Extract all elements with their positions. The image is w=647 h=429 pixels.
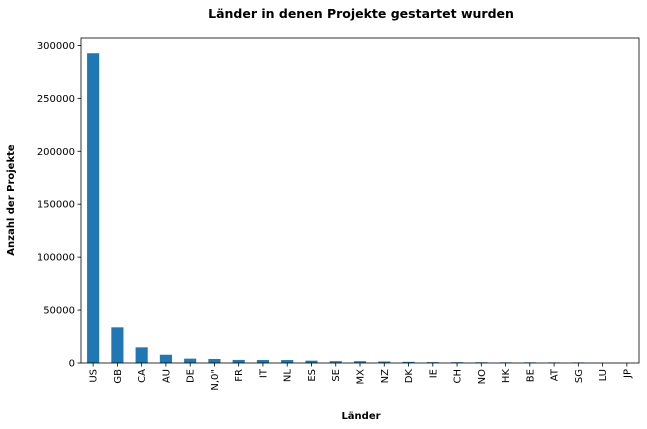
- y-tick-label-2: 100000: [37, 253, 75, 264]
- y-tick-label-1: 50000: [43, 306, 75, 317]
- x-tick-label-14: IE: [428, 369, 439, 378]
- x-tick-label-4: DE: [186, 369, 197, 383]
- bar-2: [135, 347, 148, 363]
- x-tick-label-1: GB: [113, 369, 124, 384]
- chart-title: Länder in denen Projekte gestartet wurde…: [208, 6, 514, 21]
- x-tick-label-21: LU: [598, 369, 609, 381]
- y-tick-label-0: 0: [69, 359, 75, 370]
- bar-0: [87, 53, 100, 364]
- x-tick-label-12: NZ: [380, 369, 391, 383]
- y-tick-label-3: 150000: [37, 200, 75, 211]
- x-tick-label-7: IT: [258, 368, 269, 378]
- bar-7: [256, 360, 270, 363]
- x-tick-label-13: DK: [404, 369, 415, 384]
- x-tick-label-6: FR: [234, 369, 245, 382]
- x-tick-label-5: N,0": [210, 369, 221, 391]
- plot-area-frame: [80, 37, 640, 364]
- y-tick-label-5: 250000: [37, 94, 75, 105]
- y-tick-label-6: 300000: [37, 41, 75, 52]
- bar-5: [208, 358, 221, 363]
- bar-12: [378, 361, 391, 363]
- bar-8: [281, 360, 294, 363]
- bar-11: [353, 361, 367, 363]
- x-tick-label-3: AU: [161, 369, 172, 383]
- x-axis-label: Länder: [341, 411, 380, 422]
- bar-14: [426, 362, 439, 363]
- x-tick-label-2: CA: [137, 369, 148, 383]
- bar-4: [184, 358, 197, 363]
- x-axis-ticks: US GB CA AU DE N,0" FR IT NL ES SE MX NZ DK IE CH NO HK BE…: [89, 363, 633, 391]
- bar-3: [159, 354, 172, 363]
- bar-6: [232, 359, 245, 363]
- x-tick-label-11: MX: [356, 369, 367, 385]
- x-tick-label-15: CH: [453, 369, 464, 384]
- x-tick-label-22: JP: [622, 369, 633, 379]
- x-tick-label-0: US: [89, 369, 100, 383]
- y-axis-ticks: 0 50000 100000 150000 200000 250000 300000: [37, 41, 81, 370]
- bar-9: [305, 360, 318, 363]
- x-tick-label-17: HK: [501, 369, 512, 384]
- x-tick-label-19: AT: [550, 368, 561, 381]
- y-tick-label-4: 200000: [37, 147, 75, 158]
- x-tick-label-18: BE: [525, 369, 536, 382]
- x-tick-label-10: SE: [331, 369, 342, 382]
- y-axis-label: Anzahl der Projekte: [6, 144, 17, 256]
- bars-group: [87, 53, 633, 364]
- bar-10: [329, 361, 342, 363]
- bar-1: [111, 327, 124, 363]
- x-tick-label-20: SG: [574, 369, 585, 383]
- bar-13: [402, 361, 415, 363]
- x-tick-label-16: NO: [477, 369, 488, 384]
- x-tick-label-8: NL: [283, 369, 294, 382]
- x-tick-label-9: ES: [307, 369, 318, 382]
